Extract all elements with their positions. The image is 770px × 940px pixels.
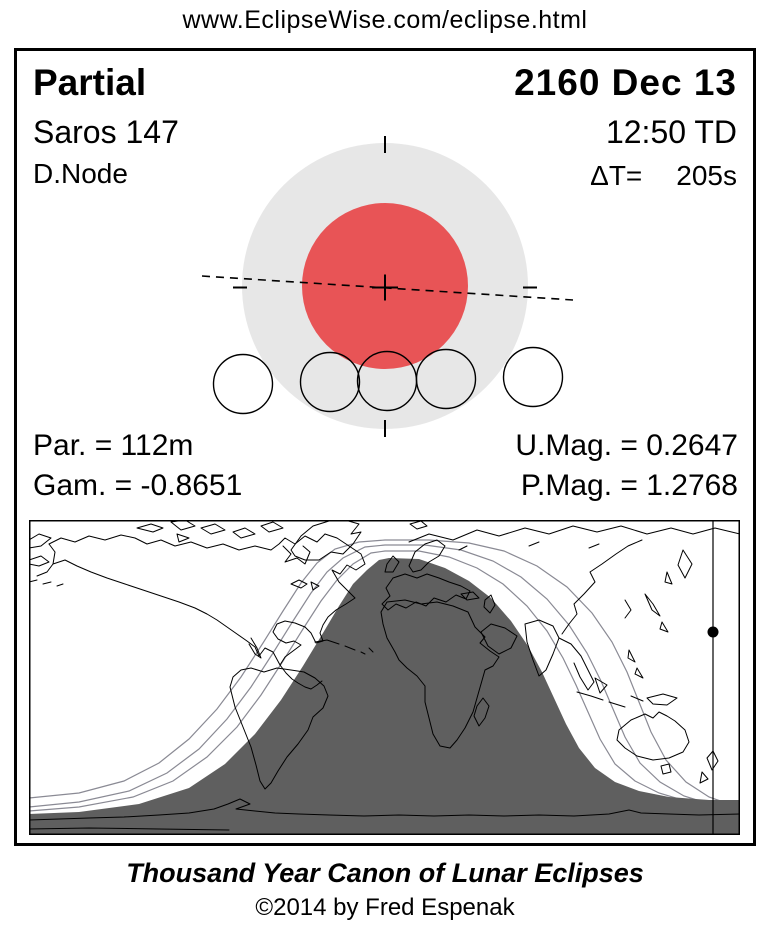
header-url: www.EclipseWise.com/eclipse.html [182, 6, 588, 34]
shadow-center-cross [372, 274, 398, 301]
saros-label: Saros 147 [33, 114, 179, 150]
shadow-axis-ticks [233, 136, 537, 437]
copyright: ©2014 by Fred Espenak [255, 894, 515, 921]
delta-t-row: ΔT= 205s [590, 160, 737, 192]
map-border [29, 520, 740, 835]
eclipse-time: 12:50 TD [605, 114, 737, 150]
delta-t-value: 205s [676, 160, 737, 191]
zone-penumbral-outer [29, 539, 740, 835]
umbral-magnitude: U.Mag. = 0.2647 [515, 429, 738, 462]
zone-penumbral-mid [29, 544, 740, 835]
gamma-value: Gam. = -0.8651 [33, 469, 243, 502]
node-label: D.Node [33, 158, 128, 189]
eclipse-geometry-diagram [201, 136, 574, 437]
continent-coastlines [29, 520, 740, 831]
moon-zenith-dot [707, 626, 719, 638]
moon-contact-circle-5 [502, 346, 564, 408]
eclipse-date: 2160 Dec 13 [514, 62, 737, 103]
delta-t-label: ΔT= [590, 160, 643, 191]
penumbral-magnitude: P.Mag. = 1.2768 [520, 469, 738, 502]
canon-title: Thousand Year Canon of Lunar Eclipses [126, 858, 644, 888]
moon-contact-circle-2 [299, 351, 361, 413]
moon-contact-circle-4 [415, 348, 477, 410]
partial-duration: Par. = 112m [33, 429, 194, 462]
moon-contact-circles [212, 346, 564, 415]
zone-all-visible-dark [29, 558, 740, 835]
moon-contact-circle-1 [212, 353, 274, 415]
visibility-world-map [29, 520, 740, 835]
eclipse-type-label: Partial [33, 62, 147, 103]
